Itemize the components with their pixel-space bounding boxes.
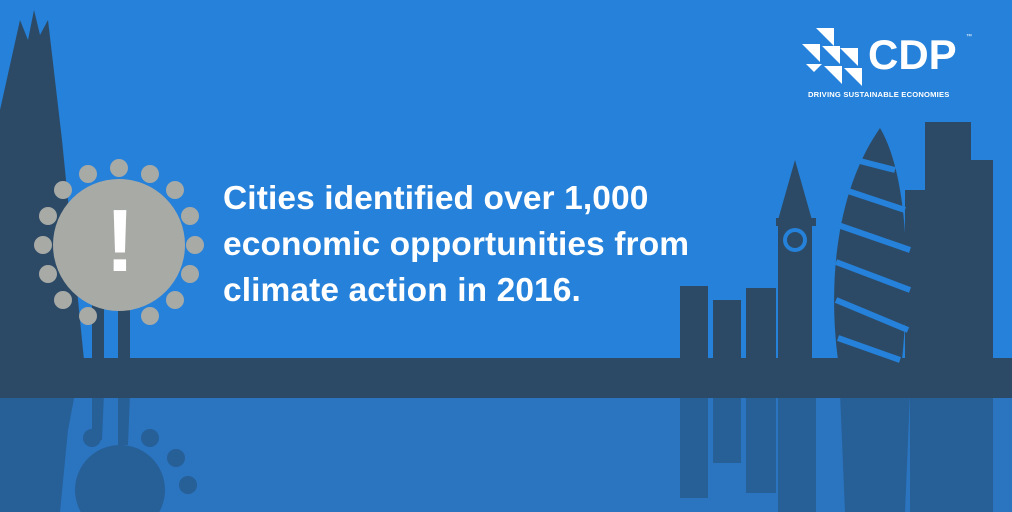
gherkin-tower xyxy=(834,128,912,363)
trademark-symbol: ™ xyxy=(966,34,972,40)
alert-badge-icon xyxy=(34,159,204,325)
skyline-reflection xyxy=(0,393,1012,512)
cdp-logo-icon xyxy=(802,28,862,86)
alert-exclamation: ! xyxy=(105,191,135,290)
headline-line: Cities identified over 1,000 xyxy=(223,180,649,217)
cdp-logo: CDP ™ DRIVING SUSTAINABLE ECONOMIES xyxy=(800,26,975,106)
ground-band xyxy=(0,358,1012,398)
headline: Cities identified over 1,000 economic op… xyxy=(223,176,763,314)
cdp-wordmark: CDP xyxy=(868,31,957,78)
cdp-tagline: DRIVING SUSTAINABLE ECONOMIES xyxy=(808,90,950,99)
headline-line: economic opportunities from xyxy=(223,226,690,263)
headline-line: climate action in 2016. xyxy=(223,272,581,309)
skyline-right xyxy=(680,122,993,360)
shard-tower xyxy=(0,10,84,360)
